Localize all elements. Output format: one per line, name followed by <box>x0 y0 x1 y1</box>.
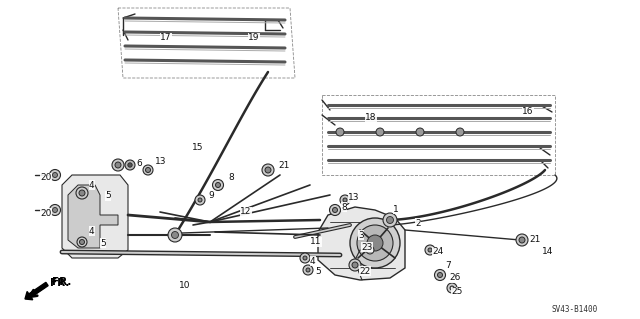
Text: 13: 13 <box>155 158 166 167</box>
Circle shape <box>387 217 394 224</box>
Text: 4: 4 <box>310 256 316 265</box>
Circle shape <box>330 204 340 216</box>
Circle shape <box>49 169 61 181</box>
Circle shape <box>128 163 132 167</box>
Circle shape <box>450 286 454 290</box>
Circle shape <box>300 253 310 263</box>
Text: FR.: FR. <box>50 278 69 288</box>
Text: 5: 5 <box>105 191 111 201</box>
Circle shape <box>198 198 202 202</box>
Circle shape <box>79 240 84 244</box>
Circle shape <box>79 190 85 196</box>
Circle shape <box>216 182 221 188</box>
Text: 17: 17 <box>160 33 172 42</box>
Text: 21: 21 <box>278 160 289 169</box>
Text: 1: 1 <box>393 204 399 213</box>
Text: 10: 10 <box>179 280 191 290</box>
Circle shape <box>340 195 350 205</box>
Circle shape <box>367 235 383 251</box>
Text: 20: 20 <box>40 174 51 182</box>
Text: 22: 22 <box>359 266 371 276</box>
Circle shape <box>212 180 223 190</box>
Text: 15: 15 <box>192 144 204 152</box>
Text: 21: 21 <box>529 235 540 244</box>
Circle shape <box>519 237 525 243</box>
Circle shape <box>350 218 400 268</box>
Circle shape <box>52 173 58 177</box>
Circle shape <box>168 228 182 242</box>
Polygon shape <box>68 185 118 248</box>
Text: 6: 6 <box>136 159 141 167</box>
Text: 4: 4 <box>89 181 95 189</box>
Text: 5: 5 <box>100 239 106 248</box>
Polygon shape <box>62 175 128 258</box>
Text: 14: 14 <box>542 248 554 256</box>
Text: 8: 8 <box>341 203 347 211</box>
Circle shape <box>52 207 58 212</box>
Text: 16: 16 <box>522 108 534 116</box>
Circle shape <box>306 268 310 272</box>
Text: 7: 7 <box>445 261 451 270</box>
Text: 26: 26 <box>449 273 460 283</box>
Circle shape <box>376 128 384 136</box>
Circle shape <box>333 207 337 212</box>
Circle shape <box>112 159 124 171</box>
FancyArrow shape <box>25 282 48 300</box>
Circle shape <box>125 160 135 170</box>
Text: 8: 8 <box>228 174 234 182</box>
Text: 18: 18 <box>365 114 376 122</box>
Circle shape <box>435 270 445 280</box>
Circle shape <box>349 259 361 271</box>
Text: 3: 3 <box>358 231 364 240</box>
Polygon shape <box>318 207 405 280</box>
Text: 2: 2 <box>415 219 420 227</box>
Circle shape <box>143 165 153 175</box>
Text: 11: 11 <box>310 238 321 247</box>
Circle shape <box>145 167 150 173</box>
Circle shape <box>195 195 205 205</box>
Circle shape <box>456 128 464 136</box>
Text: 9: 9 <box>208 190 214 199</box>
Circle shape <box>516 234 528 246</box>
Text: 20: 20 <box>40 209 51 218</box>
Circle shape <box>425 245 435 255</box>
Text: SV43-B1400: SV43-B1400 <box>552 306 598 315</box>
Circle shape <box>336 128 344 136</box>
Circle shape <box>352 262 358 268</box>
Circle shape <box>49 204 61 216</box>
Text: 12: 12 <box>240 207 252 217</box>
Circle shape <box>357 225 393 261</box>
Circle shape <box>77 237 87 247</box>
Circle shape <box>447 283 457 293</box>
Text: 4: 4 <box>89 226 95 235</box>
Text: 5: 5 <box>315 268 321 277</box>
Circle shape <box>366 246 374 254</box>
Circle shape <box>428 248 432 252</box>
Circle shape <box>343 198 347 202</box>
Text: 23: 23 <box>361 242 372 251</box>
Circle shape <box>172 232 179 239</box>
Circle shape <box>438 272 442 278</box>
Text: 13: 13 <box>348 194 360 203</box>
Circle shape <box>303 256 307 260</box>
Circle shape <box>416 128 424 136</box>
Circle shape <box>265 167 271 173</box>
Circle shape <box>262 164 274 176</box>
Circle shape <box>383 213 397 227</box>
Circle shape <box>303 265 313 275</box>
Text: FR.: FR. <box>52 277 72 287</box>
Text: 24: 24 <box>432 248 444 256</box>
Circle shape <box>76 187 88 199</box>
Text: 19: 19 <box>248 33 259 42</box>
Circle shape <box>115 162 121 168</box>
Text: 25: 25 <box>451 287 462 296</box>
